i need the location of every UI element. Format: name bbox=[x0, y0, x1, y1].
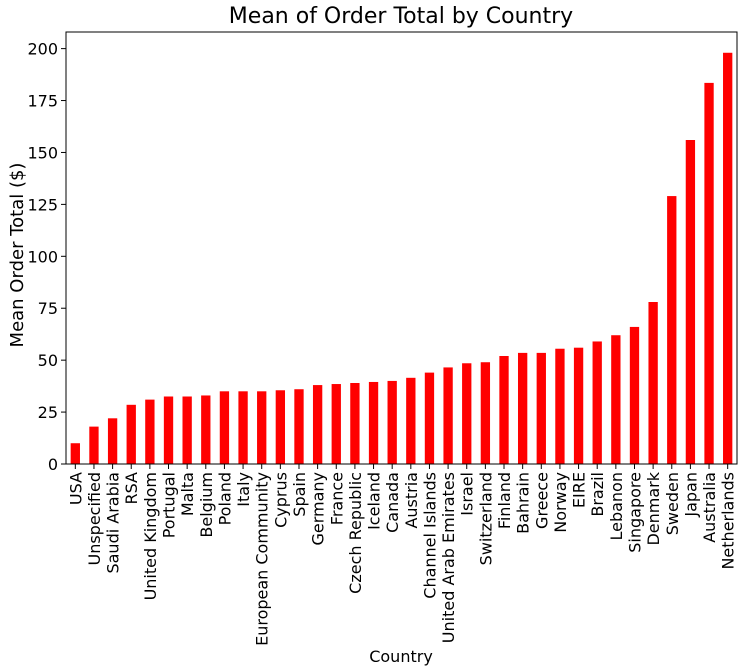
x-tick-label: Spain bbox=[290, 472, 309, 517]
bar-brazil bbox=[592, 341, 602, 464]
bar-unspecified bbox=[89, 426, 99, 464]
bar-italy bbox=[238, 391, 248, 464]
bar-singapore bbox=[629, 326, 640, 464]
y-tick-label: 200 bbox=[27, 40, 58, 59]
x-tick-label: Netherlands bbox=[719, 472, 738, 570]
y-tick-label: 0 bbox=[48, 455, 58, 474]
x-tick-label: Germany bbox=[309, 472, 328, 546]
bar-united-arab-emirates bbox=[443, 367, 453, 464]
x-tick-label: Canada bbox=[383, 472, 402, 533]
y-tick-label: 25 bbox=[38, 403, 58, 422]
bar-rsa bbox=[126, 404, 136, 464]
plot-frame bbox=[65, 31, 738, 465]
bar-norway bbox=[555, 348, 565, 464]
x-axis: USA Unspecified Saudi Arabia RSA United King… bbox=[66, 464, 738, 646]
x-tick-label: Belgium bbox=[197, 472, 216, 538]
bar-austria bbox=[406, 377, 416, 464]
x-tick-label: Denmark bbox=[644, 471, 663, 545]
x-tick-label: Lebanon bbox=[607, 472, 626, 541]
x-tick-label: United Kingdom bbox=[141, 472, 160, 600]
y-tick-label: 75 bbox=[38, 299, 58, 318]
bar-switzerland bbox=[480, 362, 491, 464]
y-axis-label: Mean Order Total ($) bbox=[7, 163, 28, 348]
bar-israel bbox=[462, 363, 472, 464]
bar-finland bbox=[499, 356, 509, 464]
bar-european-community bbox=[257, 391, 267, 464]
bar-france bbox=[331, 384, 341, 464]
bar-denmark bbox=[648, 302, 658, 464]
x-tick-label: Saudi Arabia bbox=[104, 472, 123, 574]
bar-spain bbox=[294, 389, 304, 464]
bar-canada bbox=[387, 380, 397, 464]
bar-germany bbox=[312, 385, 323, 464]
x-tick-label: Australia bbox=[700, 472, 719, 543]
x-tick-label: Brazil bbox=[588, 472, 607, 517]
x-tick-label: Sweden bbox=[663, 472, 682, 535]
bars-group bbox=[70, 52, 733, 465]
x-tick-label: United Arab Emirates bbox=[439, 472, 458, 643]
bar-usa bbox=[70, 443, 80, 464]
x-axis-label: Country bbox=[369, 647, 433, 666]
x-tick-label: Japan bbox=[681, 472, 700, 518]
x-tick-label: Portugal bbox=[160, 472, 179, 538]
x-tick-label: Bahrain bbox=[514, 472, 533, 534]
x-tick-label: Singapore bbox=[625, 472, 644, 553]
bar-cyprus bbox=[275, 390, 286, 464]
x-tick-label: Switzerland bbox=[476, 472, 495, 565]
bar-poland bbox=[219, 391, 230, 464]
x-tick-label: Poland bbox=[215, 472, 234, 525]
x-tick-label: Greece bbox=[532, 472, 551, 529]
x-tick-label: Iceland bbox=[365, 472, 384, 530]
x-tick-label: Cyprus bbox=[271, 472, 290, 528]
x-tick-label: Israel bbox=[458, 472, 477, 516]
y-tick-label: 50 bbox=[38, 351, 58, 370]
bar-australia bbox=[704, 82, 714, 464]
y-axis: 0 25 50 75 100 125 150 175 200 bbox=[27, 40, 66, 474]
x-tick-label: Channel Islands bbox=[420, 472, 439, 599]
x-tick-label: Malta bbox=[178, 472, 197, 516]
x-tick-label: Czech Republic bbox=[346, 472, 365, 594]
x-tick-label: Unspecified bbox=[85, 472, 104, 566]
bar-czech-republic bbox=[350, 383, 360, 464]
bar-united-kingdom bbox=[145, 399, 155, 464]
bar-belgium bbox=[201, 395, 211, 464]
bar-japan bbox=[685, 140, 696, 464]
x-tick-label: USA bbox=[66, 472, 85, 505]
bar-saudi-arabia bbox=[107, 418, 118, 464]
x-tick-label: EIRE bbox=[570, 472, 589, 508]
bar-channel-islands bbox=[424, 372, 435, 464]
bar-malta bbox=[182, 396, 192, 464]
bar-sweden bbox=[667, 196, 677, 465]
chart-title: Mean of Order Total by Country bbox=[229, 4, 573, 29]
bar-bahrain bbox=[517, 352, 528, 464]
x-tick-label: European Community bbox=[253, 472, 272, 646]
x-tick-label: France bbox=[327, 472, 346, 525]
bar-portugal bbox=[163, 396, 174, 464]
x-tick-label: Norway bbox=[551, 472, 570, 533]
y-tick-label: 125 bbox=[27, 195, 58, 214]
bar-netherlands bbox=[723, 52, 733, 465]
x-tick-label: Austria bbox=[402, 472, 421, 529]
x-tick-label: Italy bbox=[234, 472, 253, 507]
y-tick-label: 150 bbox=[27, 143, 58, 162]
x-tick-label: RSA bbox=[122, 472, 141, 505]
bar-greece bbox=[536, 352, 546, 464]
bar-lebanon bbox=[611, 335, 621, 464]
y-tick-label: 175 bbox=[27, 92, 58, 111]
bar-iceland bbox=[368, 381, 379, 464]
y-tick-label: 100 bbox=[27, 247, 58, 266]
x-tick-label: Finland bbox=[495, 472, 514, 529]
bar-eire bbox=[573, 347, 584, 464]
